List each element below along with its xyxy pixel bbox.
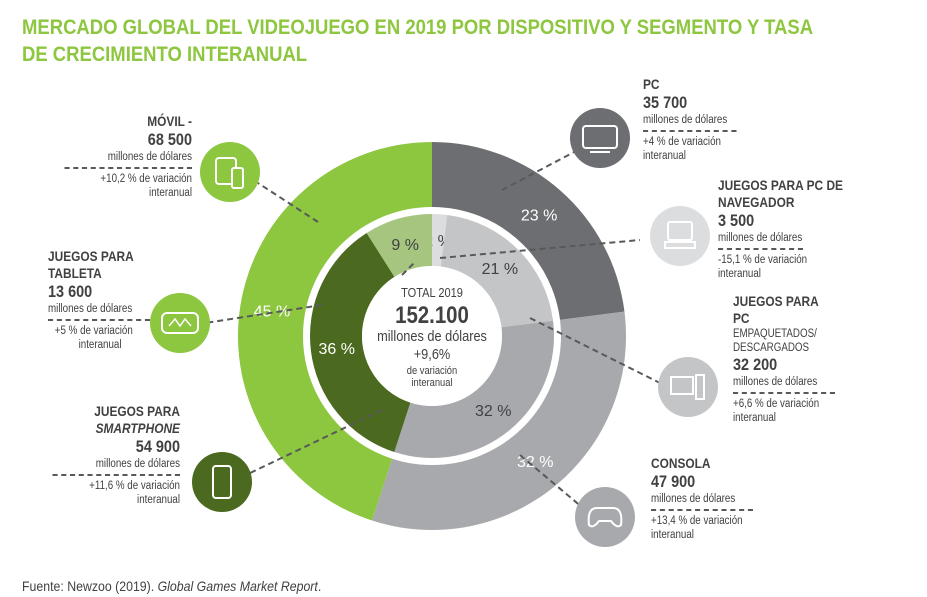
name: JUEGOS PARA	[94, 403, 180, 419]
monitor-icon	[570, 108, 630, 168]
name: MÓVIL -	[147, 113, 192, 129]
unit: millones de dólares	[48, 302, 150, 321]
label-pc: PC 35 700 millones de dólares +4 % de varia…	[643, 76, 737, 163]
inner-slice-label-4: 9 %	[391, 237, 419, 254]
center-value: 152.100	[395, 302, 469, 329]
inner-slice-1	[440, 214, 554, 328]
label-navegador: JUEGOS PARA PC DE NAVEGADOR 3 500 millones…	[718, 177, 914, 281]
unit: millones de dólares	[643, 113, 737, 132]
inner-slice-label-1: 21 %	[482, 261, 518, 278]
growth2: interanual	[718, 268, 761, 280]
leader-line	[519, 454, 584, 509]
label-tableta: JUEGOS PARA TABLETA 13 600 millones de dóla…	[48, 248, 150, 352]
value: 35 700	[643, 93, 688, 112]
growth2: interanual	[137, 494, 180, 506]
source-note: Fuente: Newzoo (2019). Global Games Mark…	[22, 578, 322, 594]
value: 54 900	[135, 437, 180, 456]
source-title: Global Games Market Report	[157, 578, 318, 594]
leader-line	[501, 149, 579, 191]
growth: +13,4 % de variación	[651, 515, 743, 527]
outer-slice-label-0: 23 %	[521, 207, 557, 224]
value: 47 900	[651, 472, 696, 491]
handheld-shape-icon	[161, 312, 199, 334]
outer-slice-0	[432, 142, 625, 320]
gamepad-icon	[575, 487, 635, 547]
phone-shape-icon	[212, 465, 232, 499]
mobile-tablet-icon	[200, 142, 260, 202]
growth: +5 % de variación	[54, 325, 133, 337]
growth2: interanual	[733, 412, 776, 424]
unit: millones de dólares	[64, 150, 192, 169]
leader-line	[439, 239, 641, 259]
laptop-screen-icon	[667, 221, 693, 241]
screen-shape-icon	[582, 125, 618, 149]
growth2: interanual	[651, 529, 694, 541]
value: 32 200	[733, 355, 778, 374]
growth: +11,6 % de variación	[89, 480, 180, 492]
outer-slice-label-1: 32 %	[517, 454, 553, 471]
unit: millones de dólares	[718, 231, 803, 250]
leader-line	[247, 409, 383, 475]
center-label: TOTAL 2019	[401, 285, 463, 300]
leader-line	[529, 317, 661, 384]
leader-line	[257, 182, 319, 223]
leader-line	[401, 261, 416, 276]
label-consola: CONSOLA 47 900 millones de dólares +13,4 % …	[651, 455, 753, 542]
growth-label-1: de variación	[406, 365, 458, 377]
name2: TABLETA	[48, 265, 102, 281]
controller-shape-icon	[587, 507, 623, 528]
laptop-icon	[650, 206, 710, 266]
value: 3 500	[718, 211, 755, 230]
inner-slice-label-3: 36 %	[319, 341, 355, 358]
inner-slice-3	[309, 232, 411, 453]
center-hole	[362, 266, 502, 406]
wave-icon	[168, 317, 192, 328]
center-growth: +9,6%	[413, 346, 451, 363]
growth2: interanual	[78, 339, 122, 351]
growth: +6,6 % de variación	[733, 398, 820, 410]
unit: millones de dólares	[52, 457, 180, 476]
tablet-game-icon	[150, 293, 210, 353]
name: JUEGOS PARA PC DE NAVEGADOR	[718, 177, 843, 210]
name3: DESCARGADOS	[733, 342, 810, 354]
ring-separator	[303, 207, 561, 465]
label-smartphone: JUEGOS PARA SMARTPHONE 54 900 millones de d…	[52, 403, 180, 507]
value: 13 600	[48, 282, 93, 301]
inner-slice-2	[394, 320, 554, 458]
desktop-computer-icon	[658, 357, 718, 417]
growth: -15,1 % de variación	[718, 254, 808, 266]
tower-icon	[695, 374, 705, 400]
phone-shape-icon	[231, 167, 244, 189]
label-movil: MÓVIL -68 500 millones de dólares +10,2 % …	[64, 113, 192, 200]
chart-title: MERCADO GLOBAL DEL VIDEOJUEGO EN 2019 PO…	[22, 16, 813, 66]
center-growth-label: de variación interanual	[373, 365, 492, 389]
name2: SMARTPHONE	[95, 420, 180, 436]
growth2: interanual	[643, 150, 686, 162]
inner-slice-label-2: 32 %	[475, 403, 511, 420]
growth: +4 % de variación	[643, 136, 721, 148]
growth: +10,2 % de variación	[100, 173, 192, 185]
inner-slice-4	[366, 214, 432, 277]
name: JUEGOS PARA	[48, 248, 134, 264]
name: JUEGOS PARA PC	[733, 293, 819, 326]
computer-screen-icon	[670, 376, 694, 395]
name2: EMPAQUETADOS/	[733, 328, 817, 340]
smartphone-icon	[192, 452, 252, 512]
inner-slice-0	[432, 214, 448, 267]
outer-slice-1	[372, 311, 626, 530]
value: 68 500	[147, 130, 192, 149]
name: PC	[643, 76, 660, 92]
source-prefix: Fuente: Newzoo (2019).	[22, 578, 158, 594]
growth-label-2: interanual	[411, 377, 453, 389]
center-unit: millones de dólares	[377, 328, 487, 345]
unit: millones de dólares	[733, 375, 835, 394]
unit: millones de dólares	[651, 492, 753, 511]
laptop-keyboard-icon	[664, 241, 696, 249]
label-empaquetados: JUEGOS PARA PC EMPAQUETADOS/DESCARGADOS 32…	[733, 293, 835, 425]
name: CONSOLA	[651, 455, 711, 471]
growth2: interanual	[149, 187, 192, 199]
outer-slice-2	[238, 142, 432, 521]
